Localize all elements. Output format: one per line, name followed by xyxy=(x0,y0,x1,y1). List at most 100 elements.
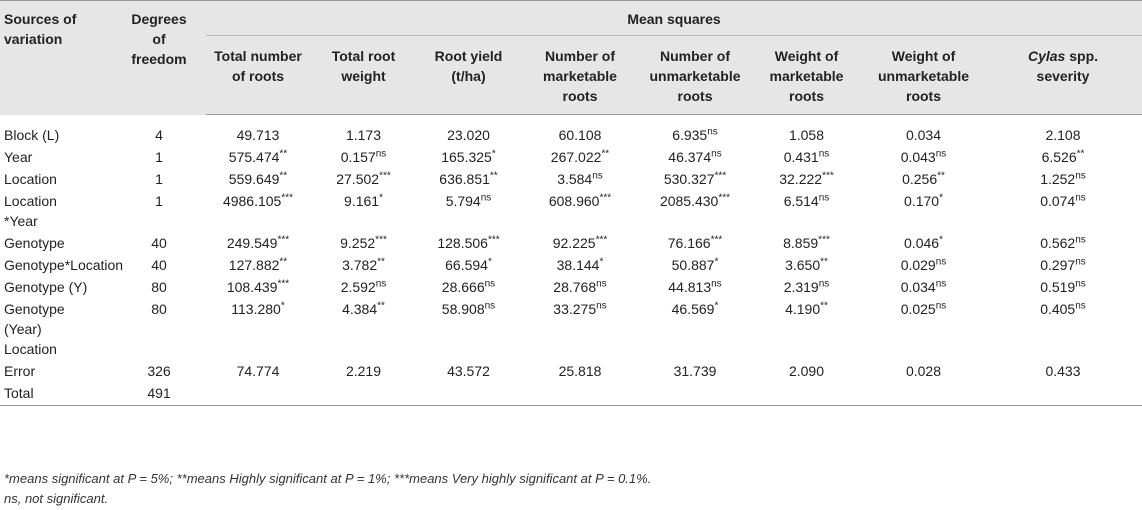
mean-square-value: 32.222 xyxy=(779,171,823,187)
significance-mark: *** xyxy=(714,170,727,182)
significance-mark: ns xyxy=(711,278,722,290)
mean-square-value: 49.713 xyxy=(236,127,280,143)
mean-square-cell: 5.794ns xyxy=(417,191,520,233)
significance-mark: *** xyxy=(375,234,387,246)
significance-mark: * xyxy=(280,300,285,312)
mean-square-value: 1.173 xyxy=(345,127,382,143)
mean-square-cell: 46.569* xyxy=(640,299,750,361)
mean-square-value: 74.774 xyxy=(236,363,280,379)
mean-square-cell: 0.157ns xyxy=(310,147,417,169)
table-body: Block (L) 4 49.713 1.173 23.020 60.108 6.935ns… xyxy=(0,115,1142,406)
significance-mark: ** xyxy=(820,256,828,268)
mean-square-cell: 0.028 xyxy=(863,361,984,383)
mean-square-cell: 108.439*** xyxy=(206,277,310,299)
mean-square-value: 4986.105 xyxy=(222,193,282,209)
significance-mark: ** xyxy=(279,170,288,182)
mean-square-value: 2.592 xyxy=(340,279,376,295)
mean-square-cell: 530.327*** xyxy=(640,169,750,191)
footnote-significance: *means significant at P = 5%; **means Hi… xyxy=(4,471,652,486)
mean-square-cell: 92.225*** xyxy=(520,233,640,255)
significance-mark: ** xyxy=(279,256,288,268)
mean-square-cell: 38.144* xyxy=(520,255,640,277)
mean-square-cell: 608.960*** xyxy=(520,191,640,233)
mean-square-cell: 4.190** xyxy=(750,299,863,361)
significance-mark: * xyxy=(491,148,496,160)
mean-square-value: 0.431 xyxy=(783,149,819,165)
mean-square-cell: 27.502*** xyxy=(310,169,417,191)
significance-mark: ns xyxy=(596,300,607,312)
mean-square-cell: 28.768ns xyxy=(520,277,640,299)
mean-square-cell: 636.851** xyxy=(417,169,520,191)
mean-square-value: 0.297 xyxy=(1040,257,1076,273)
mean-square-value: 58.908 xyxy=(441,301,485,317)
mean-square-cell xyxy=(520,383,640,406)
table-row: Location *Year 1 4986.105*** 9.161* 5.794ns 60… xyxy=(0,191,1142,233)
mean-square-value: 1.058 xyxy=(788,127,825,143)
significance-mark: * xyxy=(939,234,943,246)
mean-square-value: 60.108 xyxy=(558,127,602,143)
row-degrees-of-freedom: 326 xyxy=(147,363,171,379)
row-source: Genotype (Year) Location xyxy=(4,301,65,357)
mean-square-cell: 0.029ns xyxy=(863,255,984,277)
mean-square-cell: 9.161* xyxy=(310,191,417,233)
mean-square-value: 38.144 xyxy=(556,257,600,273)
mean-square-cell xyxy=(310,383,417,406)
mean-square-value: 28.768 xyxy=(553,279,597,295)
row-source: Location *Year xyxy=(4,193,57,229)
row-degrees-of-freedom: 80 xyxy=(151,279,167,295)
mean-square-cell: 267.022** xyxy=(520,147,640,169)
significance-mark: * xyxy=(599,256,604,268)
significance-mark: ** xyxy=(489,170,498,182)
row-source: Genotype xyxy=(4,235,65,251)
mean-square-value: 0.562 xyxy=(1040,235,1076,251)
mean-square-cell: 2085.430*** xyxy=(640,191,750,233)
mean-square-value: 0.029 xyxy=(900,257,936,273)
significance-mark: ** xyxy=(937,170,945,182)
significance-mark: ** xyxy=(601,148,610,160)
significance-mark: ns xyxy=(1075,192,1086,204)
mean-square-value: 0.405 xyxy=(1040,301,1076,317)
mean-square-cell: 0.256** xyxy=(863,169,984,191)
mean-square-cell: 33.275ns xyxy=(520,299,640,361)
significance-mark: *** xyxy=(818,234,830,246)
significance-mark: *** xyxy=(487,234,500,246)
row-degrees-of-freedom: 80 xyxy=(151,301,167,317)
row-degrees-of-freedom: 491 xyxy=(112,383,206,406)
mean-square-cell: 0.074ns xyxy=(984,191,1142,233)
mean-square-cell: 0.034 xyxy=(863,115,984,148)
mean-square-value: 2.219 xyxy=(345,363,382,379)
significance-mark: *** xyxy=(277,278,290,290)
mean-square-cell: 575.474** xyxy=(206,147,310,169)
significance-mark: ns xyxy=(1075,300,1086,312)
mean-square-value: 0.519 xyxy=(1040,279,1076,295)
mean-square-value: 165.325 xyxy=(441,149,492,165)
table-row: Genotype (Year) Location 80 113.280* 4.384** 5… xyxy=(0,299,1142,361)
significance-mark: ns xyxy=(818,192,830,204)
mean-square-cell: 43.572 xyxy=(417,361,520,383)
mean-square-cell: 31.739 xyxy=(640,361,750,383)
header-total-root-weight: Total root weight xyxy=(310,35,417,115)
mean-square-value: 4.384 xyxy=(342,301,378,317)
table-row: Genotype*Location 40 127.882** 3.782** 66.59… xyxy=(0,255,1142,277)
significance-mark: ns xyxy=(1075,170,1086,182)
mean-square-value: 76.166 xyxy=(667,235,711,251)
significance-mark: ns xyxy=(375,148,387,160)
mean-square-value: 9.252 xyxy=(340,235,376,251)
mean-square-value: 50.887 xyxy=(671,257,715,273)
mean-square-cell: 0.034ns xyxy=(863,277,984,299)
header-mean-squares: Mean squares xyxy=(206,0,1142,36)
mean-square-cell: 559.649** xyxy=(206,169,310,191)
mean-square-cell: 3.782** xyxy=(310,255,417,277)
row-source: Total xyxy=(0,383,112,406)
mean-square-cell xyxy=(863,383,984,406)
significance-mark: * xyxy=(714,300,719,312)
table-row: Year 1 575.474** 0.157ns 165.325* 267.022** 46… xyxy=(0,147,1142,169)
mean-square-value: 46.569 xyxy=(671,301,715,317)
mean-square-value: 66.594 xyxy=(445,257,488,273)
mean-square-cell: 1.058 xyxy=(750,115,863,148)
row-degrees-of-freedom: 4 xyxy=(155,126,163,143)
mean-square-cell: 32.222*** xyxy=(750,169,863,191)
mean-square-value: 3.650 xyxy=(785,257,821,273)
significance-mark: *** xyxy=(277,234,290,246)
